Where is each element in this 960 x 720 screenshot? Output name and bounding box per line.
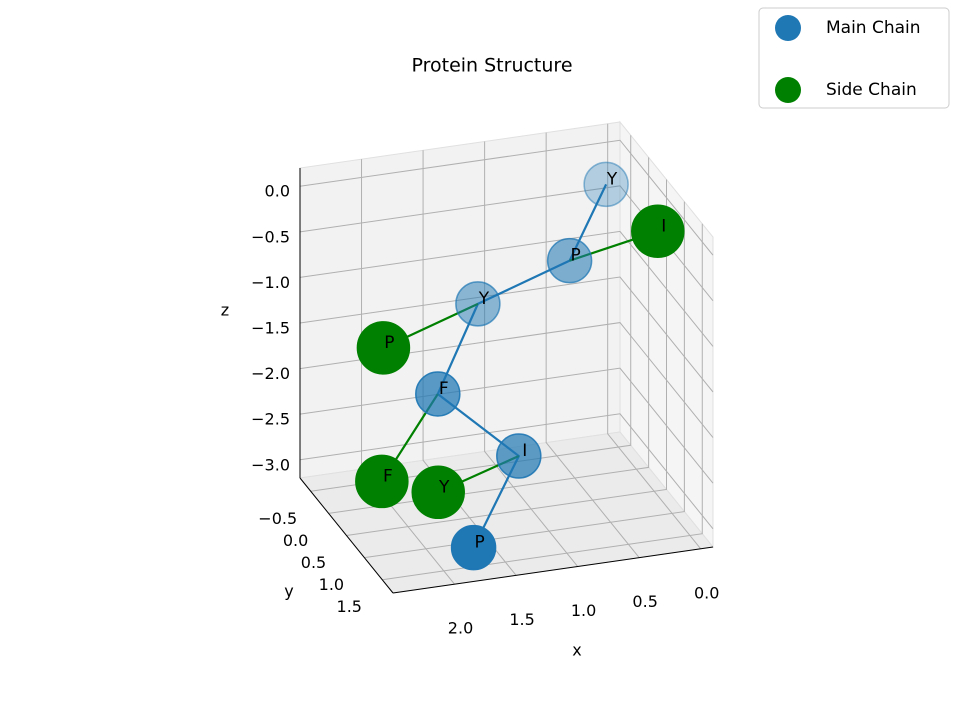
atom bbox=[455, 281, 501, 327]
z-axis-label: z bbox=[221, 301, 229, 320]
atom bbox=[450, 524, 497, 571]
z-tick-label: −1.0 bbox=[251, 273, 290, 292]
atom-label: P bbox=[570, 246, 580, 266]
z-tick-label: −1.5 bbox=[251, 319, 290, 338]
atom bbox=[583, 161, 629, 208]
grid-line bbox=[299, 276, 714, 393]
grid-line bbox=[299, 230, 714, 347]
grid-line bbox=[299, 367, 714, 484]
atom-label: Y bbox=[478, 289, 490, 309]
atom bbox=[355, 454, 409, 509]
grid-line bbox=[545, 132, 640, 558]
grid-line bbox=[484, 141, 579, 567]
legend-marker bbox=[775, 77, 801, 103]
x-tick-label: 0.0 bbox=[694, 583, 719, 602]
y-axis bbox=[299, 477, 394, 594]
chart-title: Protein Structure bbox=[411, 55, 572, 77]
x-axis bbox=[392, 546, 714, 594]
x-axis-label: x bbox=[572, 641, 581, 660]
atom bbox=[356, 321, 411, 375]
atom-label: Y bbox=[438, 477, 450, 497]
y-tick-label: 1.5 bbox=[337, 597, 362, 616]
grid-line bbox=[299, 139, 714, 256]
atom-label: F bbox=[383, 466, 393, 486]
z-tick-label: −2.0 bbox=[251, 364, 290, 383]
atom bbox=[631, 204, 685, 259]
atom-label: P bbox=[474, 533, 484, 553]
atom bbox=[411, 465, 465, 520]
y-tick-label: 0.5 bbox=[301, 553, 326, 572]
atom bbox=[546, 237, 593, 284]
legend-marker bbox=[775, 15, 801, 41]
legend-label: Side Chain bbox=[826, 80, 917, 100]
atom bbox=[496, 433, 542, 479]
atom-label: P bbox=[384, 333, 394, 353]
y-tick-label: −0.5 bbox=[258, 509, 297, 528]
x-tick-label: 2.0 bbox=[448, 619, 473, 638]
atom-label: I bbox=[522, 441, 527, 461]
x-tick-label: 0.5 bbox=[632, 592, 657, 611]
atom-label: Y bbox=[606, 169, 618, 189]
y-tick-label: 0.0 bbox=[283, 531, 308, 550]
legend-box bbox=[758, 7, 950, 109]
atom bbox=[415, 371, 461, 417]
y-axis-label: y bbox=[284, 582, 293, 601]
atom-label: F bbox=[439, 379, 449, 399]
legend-label: Main Chain bbox=[826, 18, 921, 38]
grid-line bbox=[607, 123, 702, 550]
x-tick-label: 1.0 bbox=[571, 601, 596, 620]
z-tick-label: −3.0 bbox=[251, 455, 290, 474]
grid-line bbox=[346, 179, 667, 536]
grid-line bbox=[299, 185, 714, 302]
z-tick-label: −2.5 bbox=[251, 410, 290, 429]
atom-label: I bbox=[661, 216, 666, 236]
grid-line bbox=[382, 223, 703, 581]
z-tick-label: −0.5 bbox=[251, 227, 290, 246]
z-tick-label: 0.0 bbox=[265, 182, 290, 201]
y-tick-label: 1.0 bbox=[319, 575, 344, 594]
x-tick-label: 1.5 bbox=[509, 610, 534, 629]
